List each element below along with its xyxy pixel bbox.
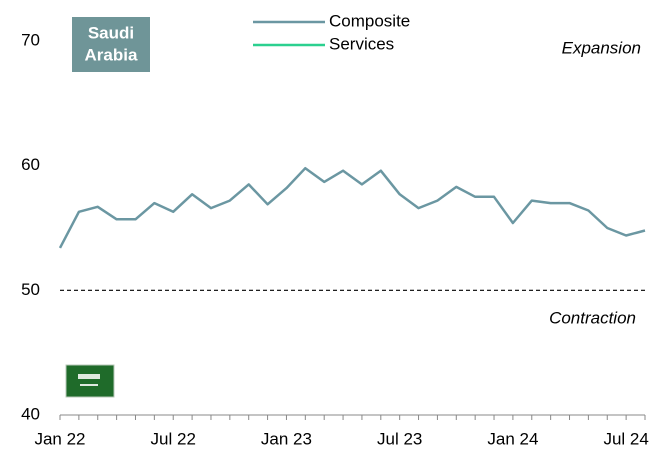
flag-icon [65, 364, 115, 398]
y-tick-label: 40 [21, 404, 40, 423]
x-tick-label: Jul 24 [603, 429, 648, 448]
y-tick-label: 60 [21, 155, 40, 174]
y-tick-label: 70 [21, 30, 40, 49]
x-tick-label: Jan 24 [487, 429, 538, 448]
badge-box [72, 17, 150, 72]
badge-line: Arabia [85, 45, 138, 64]
legend-label: Composite [329, 11, 410, 30]
x-tick-label: Jan 23 [261, 429, 312, 448]
x-tick-label: Jul 23 [377, 429, 422, 448]
annotation: Expansion [562, 38, 641, 57]
x-tick-label: Jan 22 [34, 429, 85, 448]
legend-label: Services [329, 34, 394, 53]
annotation: Contraction [549, 308, 636, 327]
y-tick-label: 50 [21, 280, 40, 299]
badge-line: Saudi [88, 23, 134, 42]
series-line [58, 166, 646, 249]
x-tick-label: Jul 22 [151, 429, 196, 448]
